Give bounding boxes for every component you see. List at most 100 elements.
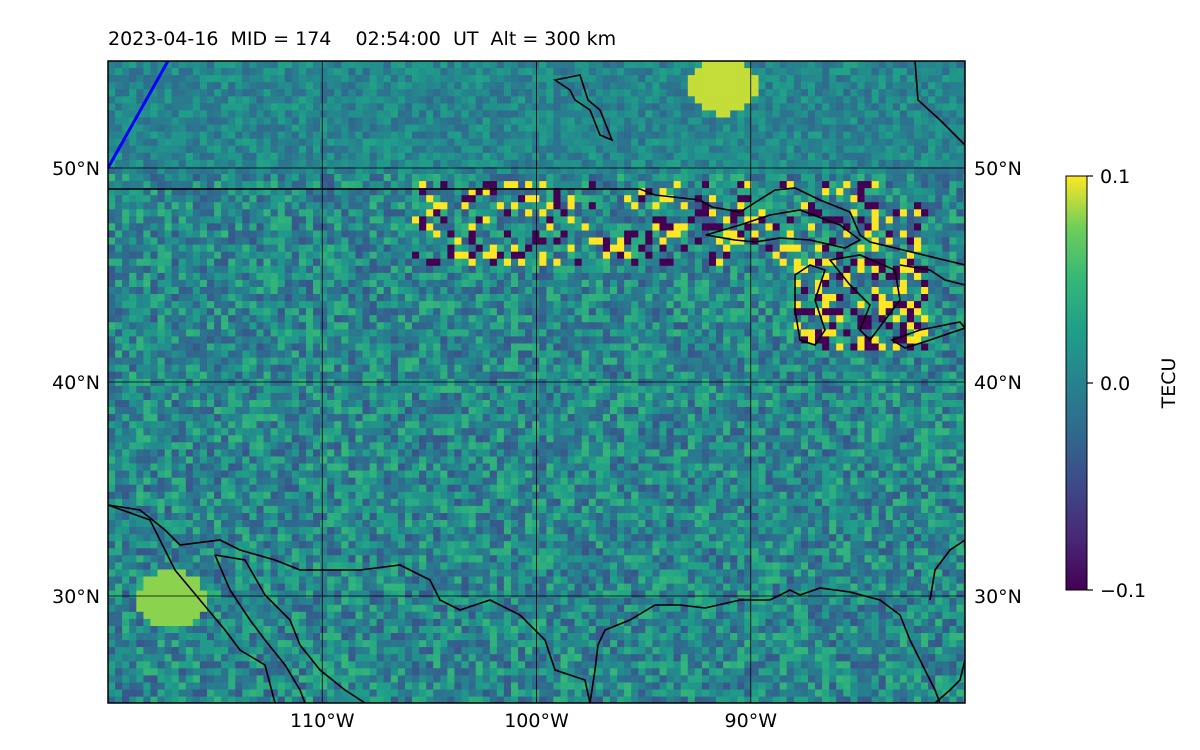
heatmap-cell (829, 124, 837, 133)
heatmap-cell (454, 237, 463, 246)
heatmap-cell (610, 89, 618, 97)
heatmap-cell (136, 110, 144, 119)
heatmap-cell (779, 301, 788, 309)
heatmap-cell (482, 124, 491, 133)
heatmap-cell (602, 188, 611, 196)
heatmap-cell (709, 294, 717, 302)
heatmap-cell (567, 96, 576, 104)
heatmap-cell (362, 202, 371, 210)
heatmap-cell (758, 230, 767, 239)
heatmap-cell (419, 308, 427, 316)
heatmap-cell (935, 308, 943, 316)
heatmap-cell (518, 216, 526, 225)
heatmap-cell (228, 322, 236, 330)
heatmap-cell (150, 279, 159, 288)
heatmap-cell (228, 244, 236, 253)
heatmap-cell (122, 159, 130, 168)
heatmap-cell (694, 287, 703, 295)
heatmap-cell (185, 89, 194, 97)
heatmap-cell (906, 336, 915, 345)
heatmap-cell (313, 103, 321, 112)
heatmap-cell (397, 124, 406, 133)
heatmap-cell (899, 131, 908, 140)
heatmap-cell (426, 223, 434, 232)
heatmap-cell (864, 103, 873, 112)
heatmap-cell (808, 124, 816, 133)
heatmap-cell (737, 216, 745, 225)
heatmap-cell (355, 265, 364, 274)
heatmap-cell (327, 258, 335, 267)
heatmap-cell (482, 174, 491, 182)
heatmap-cell (214, 272, 222, 281)
heatmap-cell (694, 145, 703, 154)
heatmap-cell (956, 265, 965, 274)
heatmap-cell (277, 265, 286, 274)
heatmap-cell (129, 138, 137, 147)
heatmap-cell (892, 195, 901, 203)
heatmap-cell (808, 244, 816, 253)
heatmap-cell (546, 209, 555, 217)
heatmap-cell (164, 152, 173, 161)
heatmap-cell (468, 244, 477, 253)
heatmap-cell (574, 202, 583, 210)
heatmap-cell (631, 68, 639, 76)
heatmap-cell (631, 230, 639, 239)
heatmap-cell (447, 244, 456, 253)
heatmap-cell (235, 287, 243, 295)
heatmap-cell (885, 75, 894, 83)
heatmap-cell (348, 343, 357, 352)
heatmap-cell (143, 174, 152, 182)
heatmap-cell (256, 315, 265, 323)
heatmap-cell (864, 181, 873, 189)
heatmap-cell (228, 301, 236, 309)
heatmap-cell (412, 258, 420, 267)
heatmap-cell (150, 138, 159, 147)
heatmap-cell (871, 75, 880, 83)
heatmap-cell (758, 202, 767, 210)
heatmap-cell (885, 138, 894, 147)
heatmap-cell (581, 329, 590, 338)
heatmap-cell (157, 96, 166, 104)
heatmap-cell (412, 68, 420, 76)
heatmap-cell (716, 89, 724, 97)
heatmap-cell (115, 159, 123, 168)
heatmap-cell (447, 258, 456, 267)
heatmap-cell (185, 272, 194, 281)
heatmap-cell (772, 117, 781, 126)
heatmap-cell (496, 216, 505, 225)
heatmap-cell (822, 301, 830, 309)
heatmap-cell (298, 279, 307, 288)
heatmap-cell (673, 82, 682, 90)
heatmap-cell (376, 315, 385, 323)
heatmap-cell (928, 75, 936, 83)
heatmap-cell (383, 251, 392, 260)
heatmap-cell (503, 294, 512, 302)
heatmap-cell (779, 96, 788, 104)
heatmap-cell (334, 343, 342, 352)
heatmap-cell (320, 265, 328, 274)
heatmap-cell (263, 329, 272, 338)
heatmap-cell (412, 301, 420, 309)
heatmap-cell (772, 258, 781, 267)
heatmap-cell (341, 188, 349, 196)
heatmap-cell (157, 174, 166, 182)
heatmap-cell (426, 82, 434, 90)
heatmap-cell (277, 138, 286, 147)
heatmap-cell (716, 195, 724, 203)
heatmap-cell (228, 103, 236, 112)
heatmap-cell (397, 343, 406, 352)
heatmap-cell (263, 124, 272, 133)
heatmap-cell (397, 166, 406, 175)
heatmap-cell (921, 152, 929, 161)
heatmap-cell (511, 251, 519, 260)
heatmap-cell (214, 82, 222, 90)
heatmap-cell (433, 258, 441, 267)
heatmap-cell (235, 294, 243, 302)
heatmap-cell (199, 237, 208, 246)
heatmap-cell (567, 117, 576, 126)
heatmap-cell (701, 174, 710, 182)
heatmap-cell (935, 251, 943, 260)
heatmap-cell (405, 159, 413, 168)
heatmap-cell (942, 181, 950, 189)
heatmap-cell (136, 294, 144, 302)
